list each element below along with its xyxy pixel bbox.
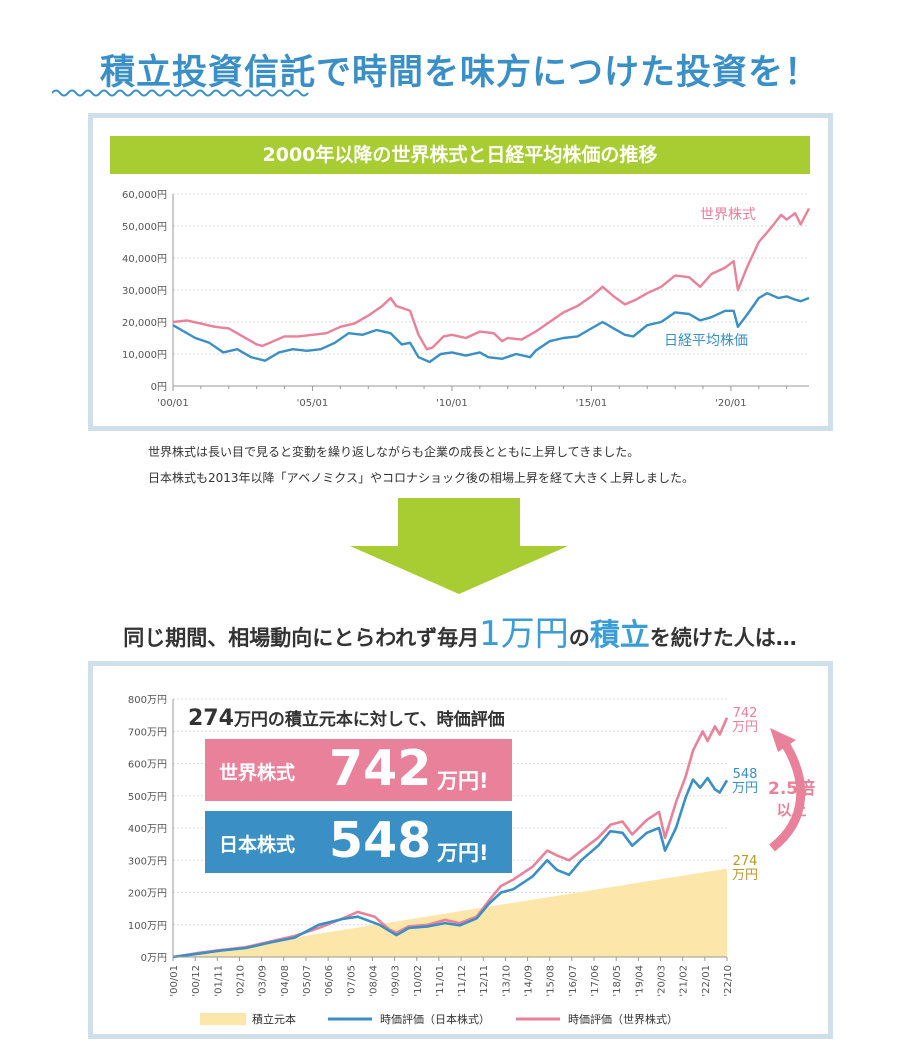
y-tick-label: 10,000円 — [122, 350, 167, 361]
subheading-prefix: 同じ期間、相場動向にとらわれず毎月 — [123, 626, 480, 650]
x-tick-label: '15/08 — [546, 965, 557, 997]
y-tick-label: 500万円 — [128, 792, 167, 803]
y-tick-label: 200万円 — [128, 889, 167, 900]
multiplier-label: 2.5倍 以上 — [768, 779, 816, 819]
japan-result-unit: 万円! — [437, 841, 489, 865]
japan-result-label: 日本株式 — [219, 834, 296, 856]
x-tick-label: '19/04 — [634, 965, 645, 997]
x-tick-label: '03/09 — [258, 965, 269, 997]
world-result-unit: 万円! — [437, 769, 489, 793]
series-line-japan — [172, 292, 810, 364]
y-tick-label: 40,000円 — [122, 254, 167, 265]
end-label-world: 742 万円 — [732, 706, 759, 735]
x-tick-label: '15/01 — [576, 398, 608, 409]
legend-label: 時価評価（世界株式） — [568, 1012, 678, 1026]
end-label-principal: 274 万円 — [732, 854, 759, 883]
description-line-1: 世界株式は長い目で見ると変動を繰り返しながらも企業の成長とともに上昇してきました… — [148, 445, 640, 459]
x-tick-label: '20/03 — [657, 965, 668, 997]
legend-label: 積立元本 — [252, 1012, 296, 1026]
x-tick-label: '18/05 — [612, 965, 623, 997]
subheading-suffix: を続けた人は… — [649, 626, 797, 650]
description-line-2: 日本株式も2013年以降「アベノミクス」やコロナショック後の相場上昇を経て大きく… — [148, 471, 694, 485]
subheading-emphasis: 積立 — [589, 618, 650, 653]
world-result-label: 世界株式 — [219, 762, 296, 784]
x-tick-label: '22/01 — [701, 965, 712, 997]
x-tick-label: '01/11 — [213, 965, 224, 997]
y-tick-label: 700万円 — [128, 727, 167, 738]
headline-underline-wave — [52, 89, 309, 97]
x-tick-label: '16/07 — [568, 965, 579, 997]
series-label-japan: 日経平均株価 — [664, 333, 748, 349]
x-tick-label: '00/01 — [157, 398, 189, 409]
x-tick-label: '00/01 — [169, 965, 180, 997]
x-tick-label: '05/01 — [297, 398, 329, 409]
subheading-amount: 1万円 — [479, 614, 569, 654]
series-label-world: 世界株式 — [700, 207, 756, 223]
subheading-mid: の — [568, 626, 590, 650]
x-tick-label: '14/09 — [524, 965, 535, 997]
japan-result-box: 日本株式 548 万円! — [205, 811, 512, 873]
x-tick-label: '11/01 — [435, 965, 446, 997]
japan-result-value: 548 — [329, 812, 432, 869]
y-tick-label: 400万円 — [128, 824, 167, 835]
x-tick-label: '02/10 — [235, 965, 246, 997]
subheading: 同じ期間、相場動向にとらわれず毎月1万円の積立を続けた人は… — [0, 606, 920, 655]
series-line-japan-valuation — [172, 776, 729, 959]
x-tick-label: '22/10 — [723, 965, 734, 997]
x-tick-label: '10/02 — [413, 965, 424, 997]
y-tick-label: 100万円 — [128, 921, 167, 932]
y-tick-label: 60,000円 — [122, 190, 167, 201]
x-tick-label: '06/06 — [324, 965, 335, 997]
legend-label: 時価評価（日本株式） — [380, 1012, 490, 1026]
x-tick-label: '05/07 — [302, 965, 313, 997]
y-tick-label: 50,000円 — [122, 222, 167, 233]
x-tick-label: '04/08 — [280, 965, 291, 997]
x-tick-label: '08/04 — [368, 965, 379, 997]
x-tick-label: '09/03 — [391, 965, 402, 997]
y-tick-label: 30,000円 — [122, 286, 167, 297]
y-tick-label: 300万円 — [128, 856, 167, 867]
x-tick-label: '07/05 — [346, 965, 357, 997]
x-tick-label: '17/06 — [590, 965, 601, 997]
y-tick-label: 0万円 — [141, 953, 167, 964]
down-arrow-icon — [350, 498, 568, 594]
x-tick-label: '20/01 — [715, 398, 747, 409]
growth-arrow-icon — [769, 739, 806, 852]
y-tick-label: 0円 — [151, 382, 167, 393]
x-tick-label: '00/12 — [191, 965, 202, 997]
x-tick-label: '10/01 — [436, 398, 468, 409]
principal-area — [173, 868, 727, 957]
principal-annotation: 274万円の積立元本に対して、時価評価 — [188, 706, 505, 731]
y-tick-label: 600万円 — [128, 760, 167, 771]
chart1-svg: 0円 10,000円 20,000円 30,000円 40,000円 50,000円 60,… — [122, 190, 811, 409]
headline: 積立投資信託で時間を味方につけた投資を！ — [99, 53, 820, 93]
chart1-title: 2000年以降の世界株式と日経平均株価の推移 — [110, 136, 810, 174]
series-line-world — [172, 207, 811, 351]
y-tick-label: 800万円 — [128, 695, 167, 706]
x-tick-label: '21/02 — [679, 965, 690, 997]
end-label-japan: 548 万円 — [732, 767, 759, 796]
growth-arrow-head-icon — [770, 728, 796, 752]
world-result-box: 世界株式 742 万円! — [205, 739, 512, 801]
world-result-value: 742 — [329, 740, 432, 797]
legend-swatch-principal — [200, 1013, 246, 1025]
x-tick-label: '12/11 — [479, 965, 490, 997]
x-tick-label: '11/12 — [457, 965, 468, 997]
x-tick-label: '13/10 — [501, 965, 512, 997]
y-tick-label: 20,000円 — [122, 318, 167, 329]
